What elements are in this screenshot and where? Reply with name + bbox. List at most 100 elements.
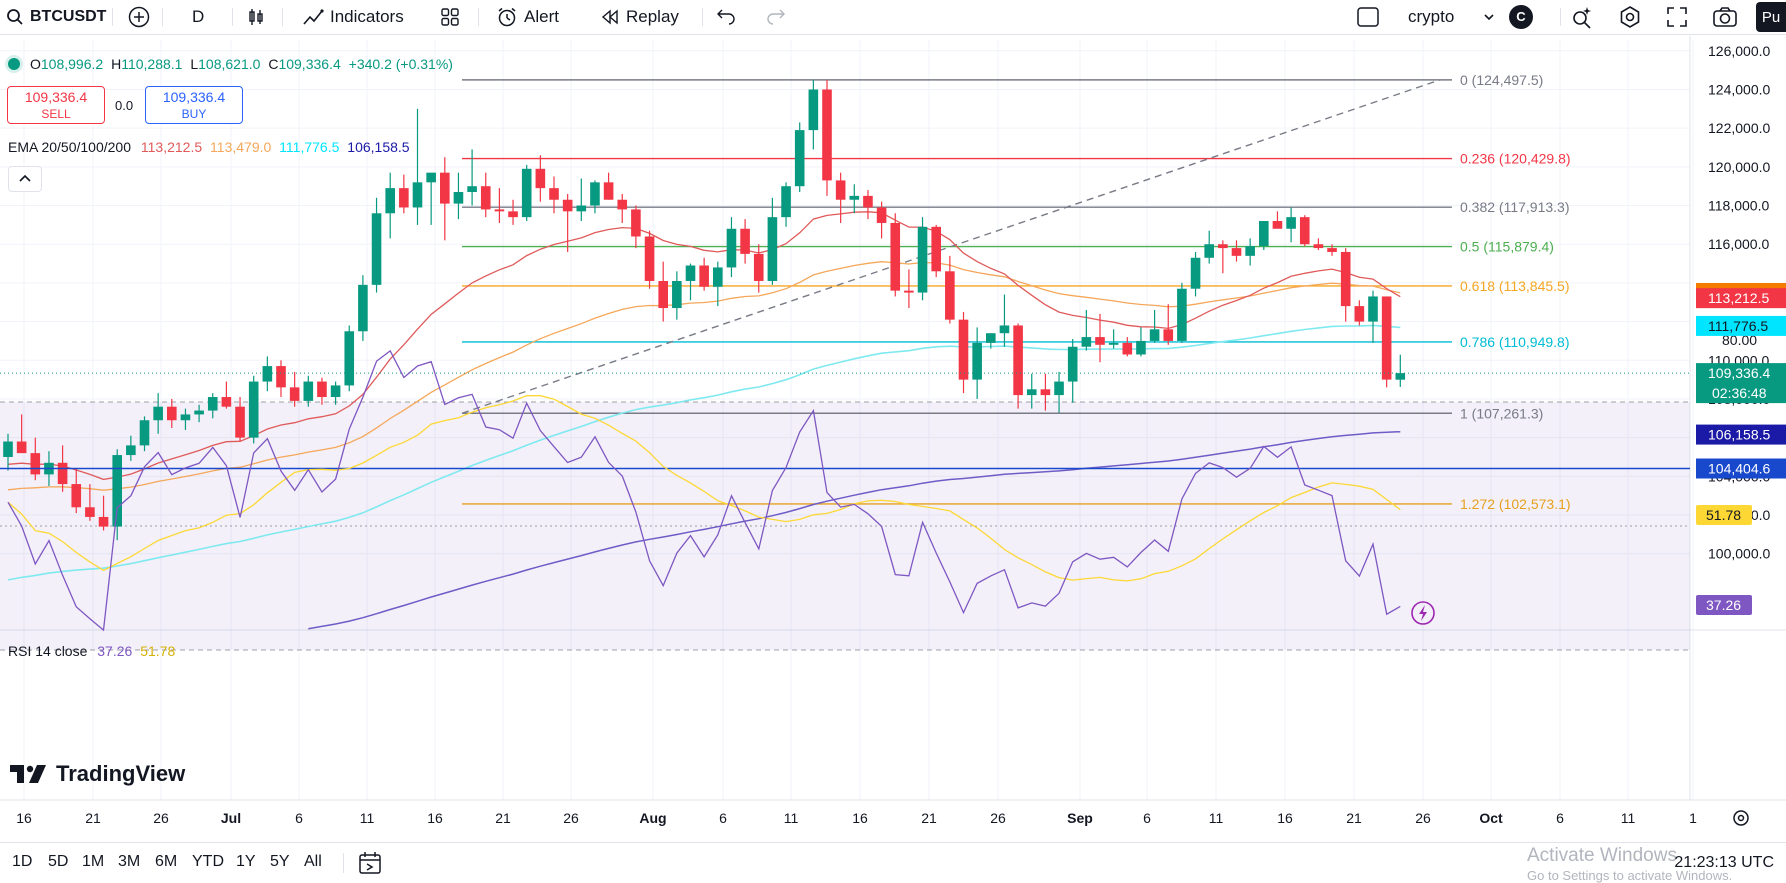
- candle-body: [1122, 342, 1133, 355]
- indicators-button[interactable]: Indicators: [302, 0, 404, 34]
- candle-body: [644, 236, 655, 281]
- candle-body: [276, 366, 286, 388]
- watermark-title: Activate Windows: [1527, 845, 1677, 866]
- candles-icon: [249, 9, 263, 25]
- quick-search-button[interactable]: [1570, 0, 1594, 34]
- snapshot-button[interactable]: [1712, 0, 1738, 34]
- time-axis[interactable]: 16 21 26 Jul 6 11 16 21 26 Aug 6 11 16 21 26 Sep 6 11 16 21…: [16, 810, 1749, 826]
- price-tag: [1696, 288, 1786, 309]
- candle-body: [440, 172, 450, 204]
- replay-button[interactable]: Replay: [600, 0, 679, 34]
- candle-body: [153, 406, 163, 421]
- time-axis-label: 11: [360, 810, 375, 826]
- range-button-1d[interactable]: 1D: [12, 853, 33, 870]
- grid-icon: [441, 8, 459, 26]
- symbol-search-button[interactable]: BTCUSDT: [6, 0, 106, 34]
- fib-level-label: 0.382 (117,913.3): [1460, 199, 1570, 215]
- collapse-legend-button[interactable]: [8, 166, 42, 192]
- price-chart[interactable]: 0 (124,497.5) 0.236 (120,429.8) 0.382 (117…: [0, 36, 1786, 842]
- ohlc-legend: O108,996.2 H110,288.1 L108,621.0 C109,33…: [8, 56, 453, 72]
- range-button-all[interactable]: All: [304, 853, 322, 870]
- candle-body: [1245, 246, 1255, 256]
- candle-body: [1095, 337, 1105, 345]
- watchlist-badge-button[interactable]: C: [1509, 0, 1533, 34]
- settings-button[interactable]: [1618, 0, 1642, 34]
- layouts-button[interactable]: [440, 0, 460, 34]
- candle-body: [576, 205, 587, 212]
- time-axis-label: 26: [990, 810, 1006, 826]
- candle-body: [753, 253, 764, 281]
- flash-icon[interactable]: [1411, 601, 1435, 625]
- ema-legend[interactable]: EMA 20/50/100/200 113,212.5 113,479.0 11…: [8, 139, 410, 155]
- tradingview-logo[interactable]: TradingView: [10, 761, 185, 787]
- rsi-tag-value: 51.78: [1706, 507, 1741, 523]
- candle-body: [235, 406, 245, 438]
- candle-body: [931, 226, 941, 272]
- candle-body: [57, 462, 68, 485]
- time-axis-label: 21: [85, 810, 101, 826]
- time-axis-label: 6: [295, 810, 303, 826]
- indicators-label: Indicators: [330, 7, 404, 26]
- range-button-1y[interactable]: 1Y: [236, 853, 256, 870]
- time-axis-label: 26: [1415, 810, 1431, 826]
- candle-body: [863, 195, 873, 208]
- fib-level-label: 1 (107,261.3): [1460, 405, 1543, 421]
- time-axis-label: 26: [563, 810, 579, 826]
- range-button-1m[interactable]: 1M: [82, 853, 105, 870]
- chart-type-button[interactable]: [246, 0, 266, 34]
- gear-ring: [1733, 810, 1749, 826]
- range-button-ytd[interactable]: YTD: [192, 853, 224, 870]
- goto-date-button[interactable]: [358, 851, 384, 880]
- sell-button[interactable]: 109,336.4 SELL: [7, 86, 105, 124]
- windows-watermark: Activate Windows Go to Settings to activ…: [1527, 845, 1732, 883]
- watchlist-badge: C: [1509, 5, 1533, 29]
- price-scale-label: 124,000.0: [1708, 81, 1770, 97]
- price-tag-value: 106,158.5: [1708, 427, 1770, 443]
- fib-level-label: 0.236 (120,429.8): [1460, 151, 1571, 167]
- watchlist-dropdown[interactable]: crypto: [1408, 0, 1496, 34]
- interval-label: D: [192, 7, 205, 26]
- candle-body: [1381, 296, 1392, 380]
- time-axis-label: 21: [1346, 810, 1362, 826]
- candle-body: [808, 89, 819, 131]
- redo-button[interactable]: [766, 0, 786, 34]
- indicators-icon: [303, 9, 324, 25]
- undo-button[interactable]: [716, 0, 736, 34]
- alert-label: Alert: [524, 7, 559, 26]
- alert-button[interactable]: Alert: [496, 0, 559, 34]
- candle-body: [317, 381, 327, 398]
- buy-button[interactable]: 109,336.4 BUY: [145, 86, 243, 124]
- price-scale-label: 118,000.0: [1708, 198, 1769, 214]
- publish-button[interactable]: Pu: [1756, 2, 1786, 32]
- rsi-ma-line: [7, 394, 1401, 582]
- clock[interactable]: 21:23:13 UTC: [1674, 854, 1774, 871]
- candle-body: [1067, 346, 1078, 382]
- candle-body: [672, 280, 682, 309]
- chevron-down-icon: [1484, 14, 1494, 21]
- gear-center: [1737, 814, 1745, 822]
- candle-body: [890, 222, 901, 291]
- price-scale-label: 116,000.0: [1708, 236, 1769, 252]
- range-button-6m[interactable]: 6M: [155, 853, 178, 870]
- candle-body: [822, 89, 832, 181]
- candle-body: [1218, 244, 1228, 249]
- ohlc-l-label: L: [190, 56, 199, 72]
- fullscreen-button[interactable]: [1666, 0, 1688, 34]
- publish-label: Pu: [1761, 8, 1781, 26]
- watchlist-label: crypto: [1408, 7, 1455, 26]
- layout-select-button[interactable]: [1356, 0, 1380, 34]
- range-button-5d[interactable]: 5D: [48, 853, 69, 870]
- candle-body: [603, 182, 614, 200]
- range-button-5y[interactable]: 5Y: [270, 853, 290, 870]
- ema200-value: 106,158.5: [347, 139, 410, 155]
- ohlc-change: +340.2 (+0.31%): [348, 56, 453, 72]
- compare-button[interactable]: [128, 0, 150, 34]
- range-button-3m[interactable]: 3M: [118, 853, 141, 870]
- sell-price: 109,336.4: [24, 89, 88, 105]
- undo-icon: [717, 9, 735, 25]
- time-axis-label: Sep: [1067, 810, 1093, 826]
- rsi-legend[interactable]: RSI 14 close 37.26 51.78: [8, 643, 175, 659]
- candle-body: [1163, 329, 1174, 341]
- interval-button[interactable]: D: [192, 0, 204, 34]
- candle-body: [1081, 337, 1092, 347]
